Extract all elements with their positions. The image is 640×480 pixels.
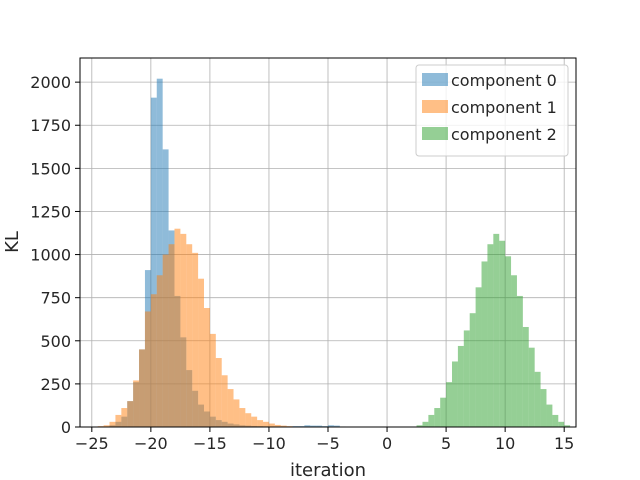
series-2-bar-14 xyxy=(499,240,506,427)
x-tick-label-6: 5 xyxy=(441,434,451,453)
series-1-bar-3 xyxy=(115,414,122,427)
series-2-bar-15 xyxy=(505,256,512,427)
x-tick-label-5: 0 xyxy=(382,434,392,453)
series-1-bar-6 xyxy=(133,380,140,427)
series-1-bar-29 xyxy=(268,423,275,427)
ticks: −25 −20 −15 −10 −5 0 5 10 15 0 250 500 750 1000 1250 15… xyxy=(30,73,574,453)
x-tick-label-0: −25 xyxy=(75,434,109,453)
series-2-bar-4 xyxy=(440,397,447,427)
series-1-bar-7 xyxy=(139,349,145,427)
series-1-bar-25 xyxy=(245,413,252,427)
series-2-bar-6 xyxy=(452,361,458,427)
y-tick-label-6: 1500 xyxy=(30,159,71,178)
series-1-bar-11 xyxy=(162,254,169,427)
x-tick-label-8: 15 xyxy=(554,434,574,453)
series-1-bar-16 xyxy=(192,252,199,427)
series-2-bars xyxy=(416,233,571,427)
series-0-bar-38 xyxy=(333,425,340,427)
series-2-bar-10 xyxy=(475,287,482,427)
series-2-bar-9 xyxy=(469,313,476,427)
series-2-bar-19 xyxy=(528,347,535,427)
series-1-bar-24 xyxy=(239,408,246,427)
x-tick-label-4: −5 xyxy=(316,434,340,453)
series-1-bar-8 xyxy=(144,311,151,427)
series-0-bar-34 xyxy=(310,425,317,427)
x-tick-label-2: −15 xyxy=(193,434,227,453)
series-2-bar-21 xyxy=(540,389,547,427)
series-1-bar-31 xyxy=(280,425,287,427)
legend-label-2: component 2 xyxy=(451,125,557,144)
x-tick-label-7: 10 xyxy=(495,434,515,453)
series-1-bar-19 xyxy=(209,333,216,427)
legend-swatch-0 xyxy=(422,73,448,86)
histogram-bars xyxy=(97,78,571,428)
x-tick-label-1: −20 xyxy=(134,434,168,453)
legend-swatch-2 xyxy=(422,127,448,140)
series-1-bar-9 xyxy=(150,294,157,427)
series-1-bar-21 xyxy=(221,375,228,427)
series-1-bar-1 xyxy=(103,425,110,427)
legend-label-1: component 1 xyxy=(451,98,557,117)
y-tick-label-5: 1250 xyxy=(30,202,71,221)
y-tick-label-1: 250 xyxy=(40,375,71,394)
series-1-bar-18 xyxy=(204,308,210,427)
y-tick-label-4: 1000 xyxy=(30,246,71,265)
series-2-bar-5 xyxy=(446,382,452,427)
series-1-bar-5 xyxy=(127,401,134,427)
y-tick-label-3: 750 xyxy=(40,289,71,308)
series-1-bar-27 xyxy=(257,420,264,427)
series-1-bar-20 xyxy=(215,358,222,427)
series-2-bar-23 xyxy=(552,414,559,427)
series-1-bar-10 xyxy=(156,275,163,427)
series-2-bar-1 xyxy=(422,421,429,427)
series-0-bar-37 xyxy=(328,425,334,427)
series-0-bar-33 xyxy=(304,425,311,427)
legend-swatch-1 xyxy=(422,100,448,113)
series-2-bar-2 xyxy=(428,414,435,427)
series-1-bars xyxy=(97,228,293,427)
series-1-bar-14 xyxy=(180,233,187,427)
series-2-bar-17 xyxy=(516,295,523,427)
y-tick-label-2: 500 xyxy=(40,332,71,351)
series-2-bar-3 xyxy=(434,408,441,427)
x-axis-label: iteration xyxy=(290,460,366,480)
y-tick-label-8: 2000 xyxy=(30,73,71,92)
series-2-bar-11 xyxy=(481,261,488,427)
series-1-bar-12 xyxy=(168,244,175,427)
series-2-bar-12 xyxy=(487,244,494,427)
x-tick-label-3: −10 xyxy=(252,434,286,453)
series-2-bar-8 xyxy=(463,330,470,427)
series-1-bar-22 xyxy=(227,389,234,427)
series-1-bar-17 xyxy=(198,278,204,427)
series-1-bar-2 xyxy=(109,421,116,427)
y-tick-label-7: 1750 xyxy=(30,116,71,135)
legend: component 0 component 1 component 2 xyxy=(415,64,569,157)
series-1-bar-23 xyxy=(233,399,240,427)
y-axis-label: KL xyxy=(2,231,23,253)
series-1-bar-26 xyxy=(251,416,258,427)
series-0-bar-7 xyxy=(150,97,157,428)
series-1-bar-30 xyxy=(274,424,281,427)
series-2-bar-13 xyxy=(493,233,500,427)
series-2-bar-0 xyxy=(416,425,423,427)
series-2-bar-7 xyxy=(457,345,464,427)
series-1-bar-28 xyxy=(263,421,269,427)
series-2-bar-20 xyxy=(534,371,541,427)
legend-label-0: component 0 xyxy=(451,71,557,90)
series-0-bar-8 xyxy=(156,78,163,427)
series-2-bar-16 xyxy=(511,275,517,427)
legend-box xyxy=(415,64,569,157)
series-2-bar-24 xyxy=(558,421,565,427)
series-2-bar-18 xyxy=(522,326,529,427)
series-2-bar-25 xyxy=(564,425,571,427)
series-1-bar-15 xyxy=(186,244,193,427)
y-tick-label-0: 0 xyxy=(61,418,71,437)
series-1-bar-4 xyxy=(121,408,128,427)
series-2-bar-22 xyxy=(546,404,553,427)
series-0-bar-35 xyxy=(316,425,323,427)
series-1-bar-13 xyxy=(174,228,181,427)
